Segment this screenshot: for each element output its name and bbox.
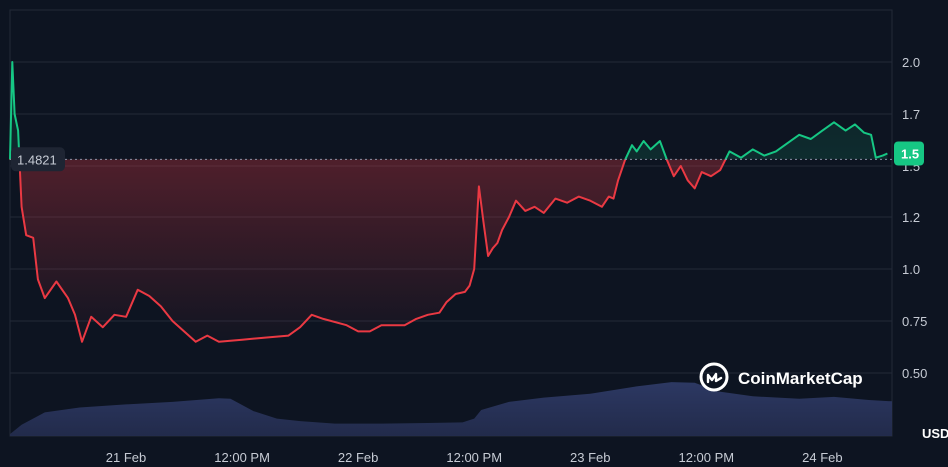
currency-label: USD [922,426,948,441]
current-price-label: 1.5 [901,147,919,162]
y-tick-label: 0.75 [902,314,927,329]
x-tick-label: 24 Feb [802,450,842,465]
x-tick-label: 23 Feb [570,450,610,465]
x-tick-label: 22 Feb [338,450,378,465]
y-tick-label: 2.0 [902,55,920,70]
price-line [9,61,888,343]
reference-price-label: 1.4821 [17,152,57,167]
y-tick-label: 0.50 [902,366,927,381]
volume-area [10,382,892,436]
x-tick-label: 12:00 PM [214,450,270,465]
y-axis-ticks: 2.0 1.7 1.5 1.2 1.0 0.75 0.50 [902,55,927,381]
volume-series [10,382,892,436]
brand-name: CoinMarketCap [738,369,863,388]
price-fill [10,62,888,342]
price-line-up [9,61,888,160]
coinmarketcap-logo-icon [699,362,729,392]
below-reference-fill [10,159,726,342]
reference-price-badge: 1.4821 [11,147,65,172]
y-tick-label: 1.2 [902,210,920,225]
x-tick-label: 12:00 PM [678,450,734,465]
brand-watermark: CoinMarketCap [699,362,863,392]
x-tick-label: 21 Feb [106,450,146,465]
x-tick-label: 12:00 PM [446,450,502,465]
current-price-badge: 1.5 [894,141,924,166]
above-reference-fill [10,62,888,160]
y-tick-label: 1.0 [902,262,920,277]
x-axis-ticks: 21 Feb 12:00 PM 22 Feb 12:00 PM 23 Feb 12:00 … [106,450,843,465]
price-line-down [9,159,727,343]
y-tick-label: 1.7 [902,107,920,122]
